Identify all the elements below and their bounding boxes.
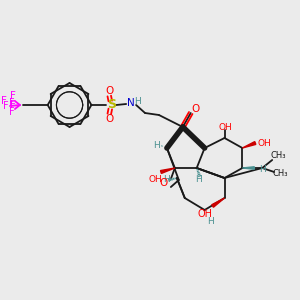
Polygon shape bbox=[212, 198, 224, 207]
Text: F: F bbox=[3, 101, 9, 111]
Text: O: O bbox=[160, 178, 168, 188]
Text: OH: OH bbox=[219, 122, 232, 131]
Polygon shape bbox=[242, 167, 254, 169]
Text: N: N bbox=[127, 98, 135, 108]
Text: H: H bbox=[207, 218, 214, 226]
Polygon shape bbox=[242, 142, 256, 148]
Text: H: H bbox=[195, 176, 202, 184]
Text: F: F bbox=[9, 98, 15, 108]
Text: H: H bbox=[154, 140, 160, 149]
Polygon shape bbox=[160, 168, 175, 173]
Text: F: F bbox=[9, 107, 15, 117]
Text: S: S bbox=[107, 98, 116, 112]
Text: O: O bbox=[105, 86, 113, 96]
Text: OH: OH bbox=[257, 139, 271, 148]
Text: OH: OH bbox=[197, 209, 212, 219]
Text: H: H bbox=[134, 97, 140, 106]
Text: F: F bbox=[10, 91, 16, 101]
Text: O: O bbox=[105, 114, 113, 124]
Text: H: H bbox=[259, 164, 266, 173]
Text: F: F bbox=[10, 100, 16, 110]
Text: O: O bbox=[192, 104, 200, 114]
Text: F: F bbox=[1, 96, 7, 106]
Text: CH₃: CH₃ bbox=[270, 152, 286, 160]
Text: OH: OH bbox=[148, 176, 162, 184]
Text: CH₃: CH₃ bbox=[272, 169, 288, 178]
Text: H: H bbox=[164, 176, 170, 184]
